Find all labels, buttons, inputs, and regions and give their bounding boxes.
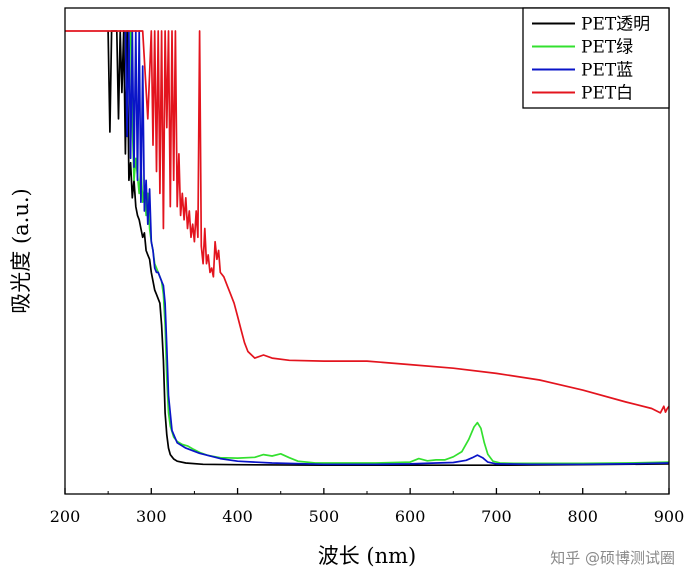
x-axis-title: 波长 (nm) bbox=[318, 544, 417, 568]
x-tick-label: 900 bbox=[654, 507, 685, 526]
series-line-3 bbox=[65, 30, 670, 414]
legend-box bbox=[522, 7, 670, 109]
legend: PET透明 PET绿 PET蓝 PET白 bbox=[522, 7, 670, 109]
plot-lines bbox=[65, 30, 670, 467]
x-tick-label: 800 bbox=[567, 507, 598, 526]
x-tick-label: 700 bbox=[481, 507, 512, 526]
y-axis-title: 吸光度 (a.u.) bbox=[9, 188, 33, 313]
x-axis-ticks: 200 300 400 500 600 700 800 900 bbox=[50, 488, 685, 526]
series-line-2 bbox=[124, 30, 670, 466]
legend-label: PET蓝 bbox=[581, 61, 633, 81]
x-tick-label: 200 bbox=[50, 507, 81, 526]
legend-label: PET透明 bbox=[581, 15, 650, 35]
x-tick-label: 500 bbox=[309, 507, 340, 526]
x-tick-label: 600 bbox=[395, 507, 426, 526]
legend-label: PET绿 bbox=[581, 38, 633, 58]
x-tick-label: 400 bbox=[222, 507, 253, 526]
series-line-0 bbox=[107, 30, 670, 467]
legend-label: PET白 bbox=[581, 84, 633, 104]
watermark-text: 知乎 @硕博测试圈 bbox=[550, 549, 675, 567]
x-tick-label: 300 bbox=[136, 507, 167, 526]
